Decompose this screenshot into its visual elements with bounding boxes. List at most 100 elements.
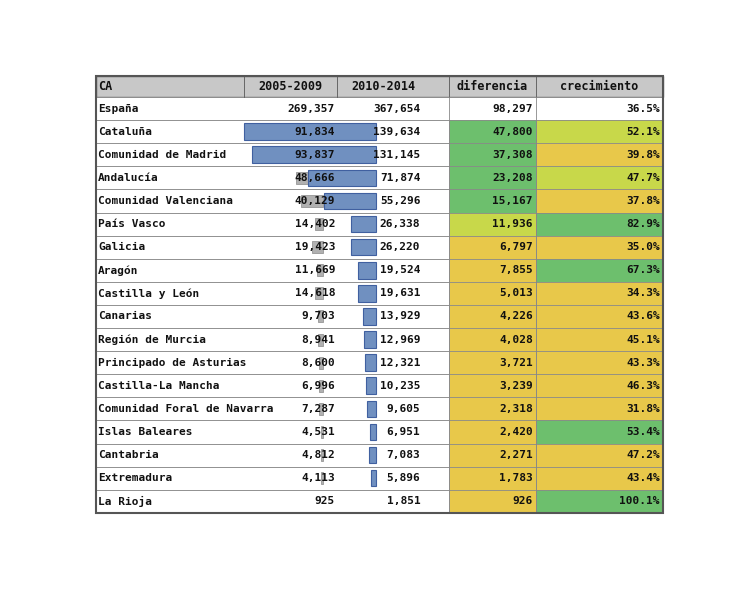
- Bar: [536, 189, 663, 213]
- Text: 7,083: 7,083: [386, 450, 420, 460]
- Bar: [300, 195, 323, 207]
- Bar: [449, 351, 536, 374]
- Bar: [449, 166, 536, 189]
- Text: 91,834: 91,834: [295, 127, 335, 137]
- Bar: [95, 351, 663, 374]
- Bar: [449, 305, 536, 328]
- Text: Región de Murcia: Región de Murcia: [98, 334, 206, 345]
- Bar: [95, 444, 663, 467]
- Bar: [536, 305, 663, 328]
- Bar: [369, 424, 376, 440]
- Bar: [536, 120, 663, 143]
- Text: 5,896: 5,896: [386, 473, 420, 483]
- Bar: [315, 287, 323, 299]
- Text: diferencia: diferencia: [457, 80, 528, 93]
- Bar: [320, 449, 323, 461]
- Bar: [449, 235, 536, 259]
- Text: 39.8%: 39.8%: [626, 150, 660, 160]
- Text: crecimiento: crecimiento: [560, 80, 639, 93]
- Bar: [95, 420, 663, 444]
- Text: Comunidad Valenciana: Comunidad Valenciana: [98, 196, 233, 206]
- Bar: [270, 148, 323, 161]
- Text: 26,338: 26,338: [380, 219, 420, 229]
- Bar: [315, 218, 323, 230]
- Bar: [95, 259, 663, 282]
- Bar: [272, 126, 323, 137]
- Bar: [95, 235, 663, 259]
- Bar: [352, 239, 376, 256]
- Bar: [536, 213, 663, 235]
- Text: 26,220: 26,220: [380, 242, 420, 252]
- Text: 9,605: 9,605: [386, 404, 420, 414]
- Text: 3,721: 3,721: [499, 358, 533, 368]
- Bar: [449, 189, 536, 213]
- Text: 6,996: 6,996: [301, 381, 335, 391]
- Text: 3,239: 3,239: [499, 381, 533, 391]
- Bar: [318, 310, 323, 323]
- Bar: [536, 259, 663, 282]
- Text: 31.8%: 31.8%: [626, 404, 660, 414]
- Text: 47.7%: 47.7%: [626, 173, 660, 183]
- Bar: [536, 467, 663, 490]
- Text: 14,618: 14,618: [295, 288, 335, 298]
- Text: 12,321: 12,321: [380, 358, 420, 368]
- Bar: [309, 169, 376, 186]
- Text: 9,703: 9,703: [301, 312, 335, 322]
- Text: 925: 925: [314, 496, 335, 506]
- Text: 46.3%: 46.3%: [626, 381, 660, 391]
- Text: 13,929: 13,929: [380, 312, 420, 322]
- Bar: [95, 143, 663, 166]
- Bar: [95, 76, 663, 97]
- Text: 11,669: 11,669: [295, 265, 335, 275]
- Bar: [320, 403, 323, 415]
- Bar: [366, 378, 376, 394]
- Text: 14,402: 14,402: [295, 219, 335, 229]
- Bar: [449, 213, 536, 235]
- Bar: [352, 216, 376, 232]
- Text: Cataluña: Cataluña: [98, 127, 152, 137]
- Bar: [95, 397, 663, 420]
- Text: Canarias: Canarias: [98, 312, 152, 322]
- Text: Principado de Asturias: Principado de Asturias: [98, 358, 246, 368]
- Text: 367,654: 367,654: [373, 103, 420, 113]
- Text: 48,666: 48,666: [295, 173, 335, 183]
- Bar: [321, 472, 323, 484]
- Bar: [95, 328, 663, 351]
- Bar: [536, 351, 663, 374]
- Text: 36.5%: 36.5%: [626, 103, 660, 113]
- Bar: [324, 193, 376, 209]
- Text: 93,837: 93,837: [295, 150, 335, 160]
- Bar: [449, 490, 536, 513]
- Text: Comunidad de Madrid: Comunidad de Madrid: [98, 150, 226, 160]
- Bar: [536, 235, 663, 259]
- Text: CA: CA: [98, 80, 112, 93]
- Text: 4,531: 4,531: [301, 427, 335, 437]
- Text: Comunidad Foral de Navarra: Comunidad Foral de Navarra: [98, 404, 273, 414]
- Bar: [449, 282, 536, 305]
- Text: España: España: [98, 103, 138, 113]
- Text: País Vasco: País Vasco: [98, 219, 166, 229]
- Bar: [95, 213, 663, 235]
- Bar: [449, 397, 536, 420]
- Text: 43.4%: 43.4%: [626, 473, 660, 483]
- Bar: [536, 282, 663, 305]
- Bar: [363, 308, 376, 325]
- Text: 47,800: 47,800: [492, 127, 533, 137]
- Text: Cantabria: Cantabria: [98, 450, 158, 460]
- Text: 5,013: 5,013: [499, 288, 533, 298]
- Text: 8,600: 8,600: [301, 358, 335, 368]
- Text: 4,113: 4,113: [301, 473, 335, 483]
- Text: 8,941: 8,941: [301, 334, 335, 344]
- Bar: [371, 470, 376, 487]
- Text: 37,308: 37,308: [492, 150, 533, 160]
- Bar: [357, 262, 376, 278]
- Text: 2005-2009: 2005-2009: [258, 80, 323, 93]
- Text: Andalucía: Andalucía: [98, 173, 158, 183]
- Text: 1,783: 1,783: [499, 473, 533, 483]
- Text: 71,874: 71,874: [380, 173, 420, 183]
- Text: 98,297: 98,297: [492, 103, 533, 113]
- Text: 2,420: 2,420: [499, 427, 533, 437]
- Text: La Rioja: La Rioja: [98, 496, 152, 507]
- Text: 19,524: 19,524: [380, 265, 420, 275]
- Bar: [357, 285, 376, 302]
